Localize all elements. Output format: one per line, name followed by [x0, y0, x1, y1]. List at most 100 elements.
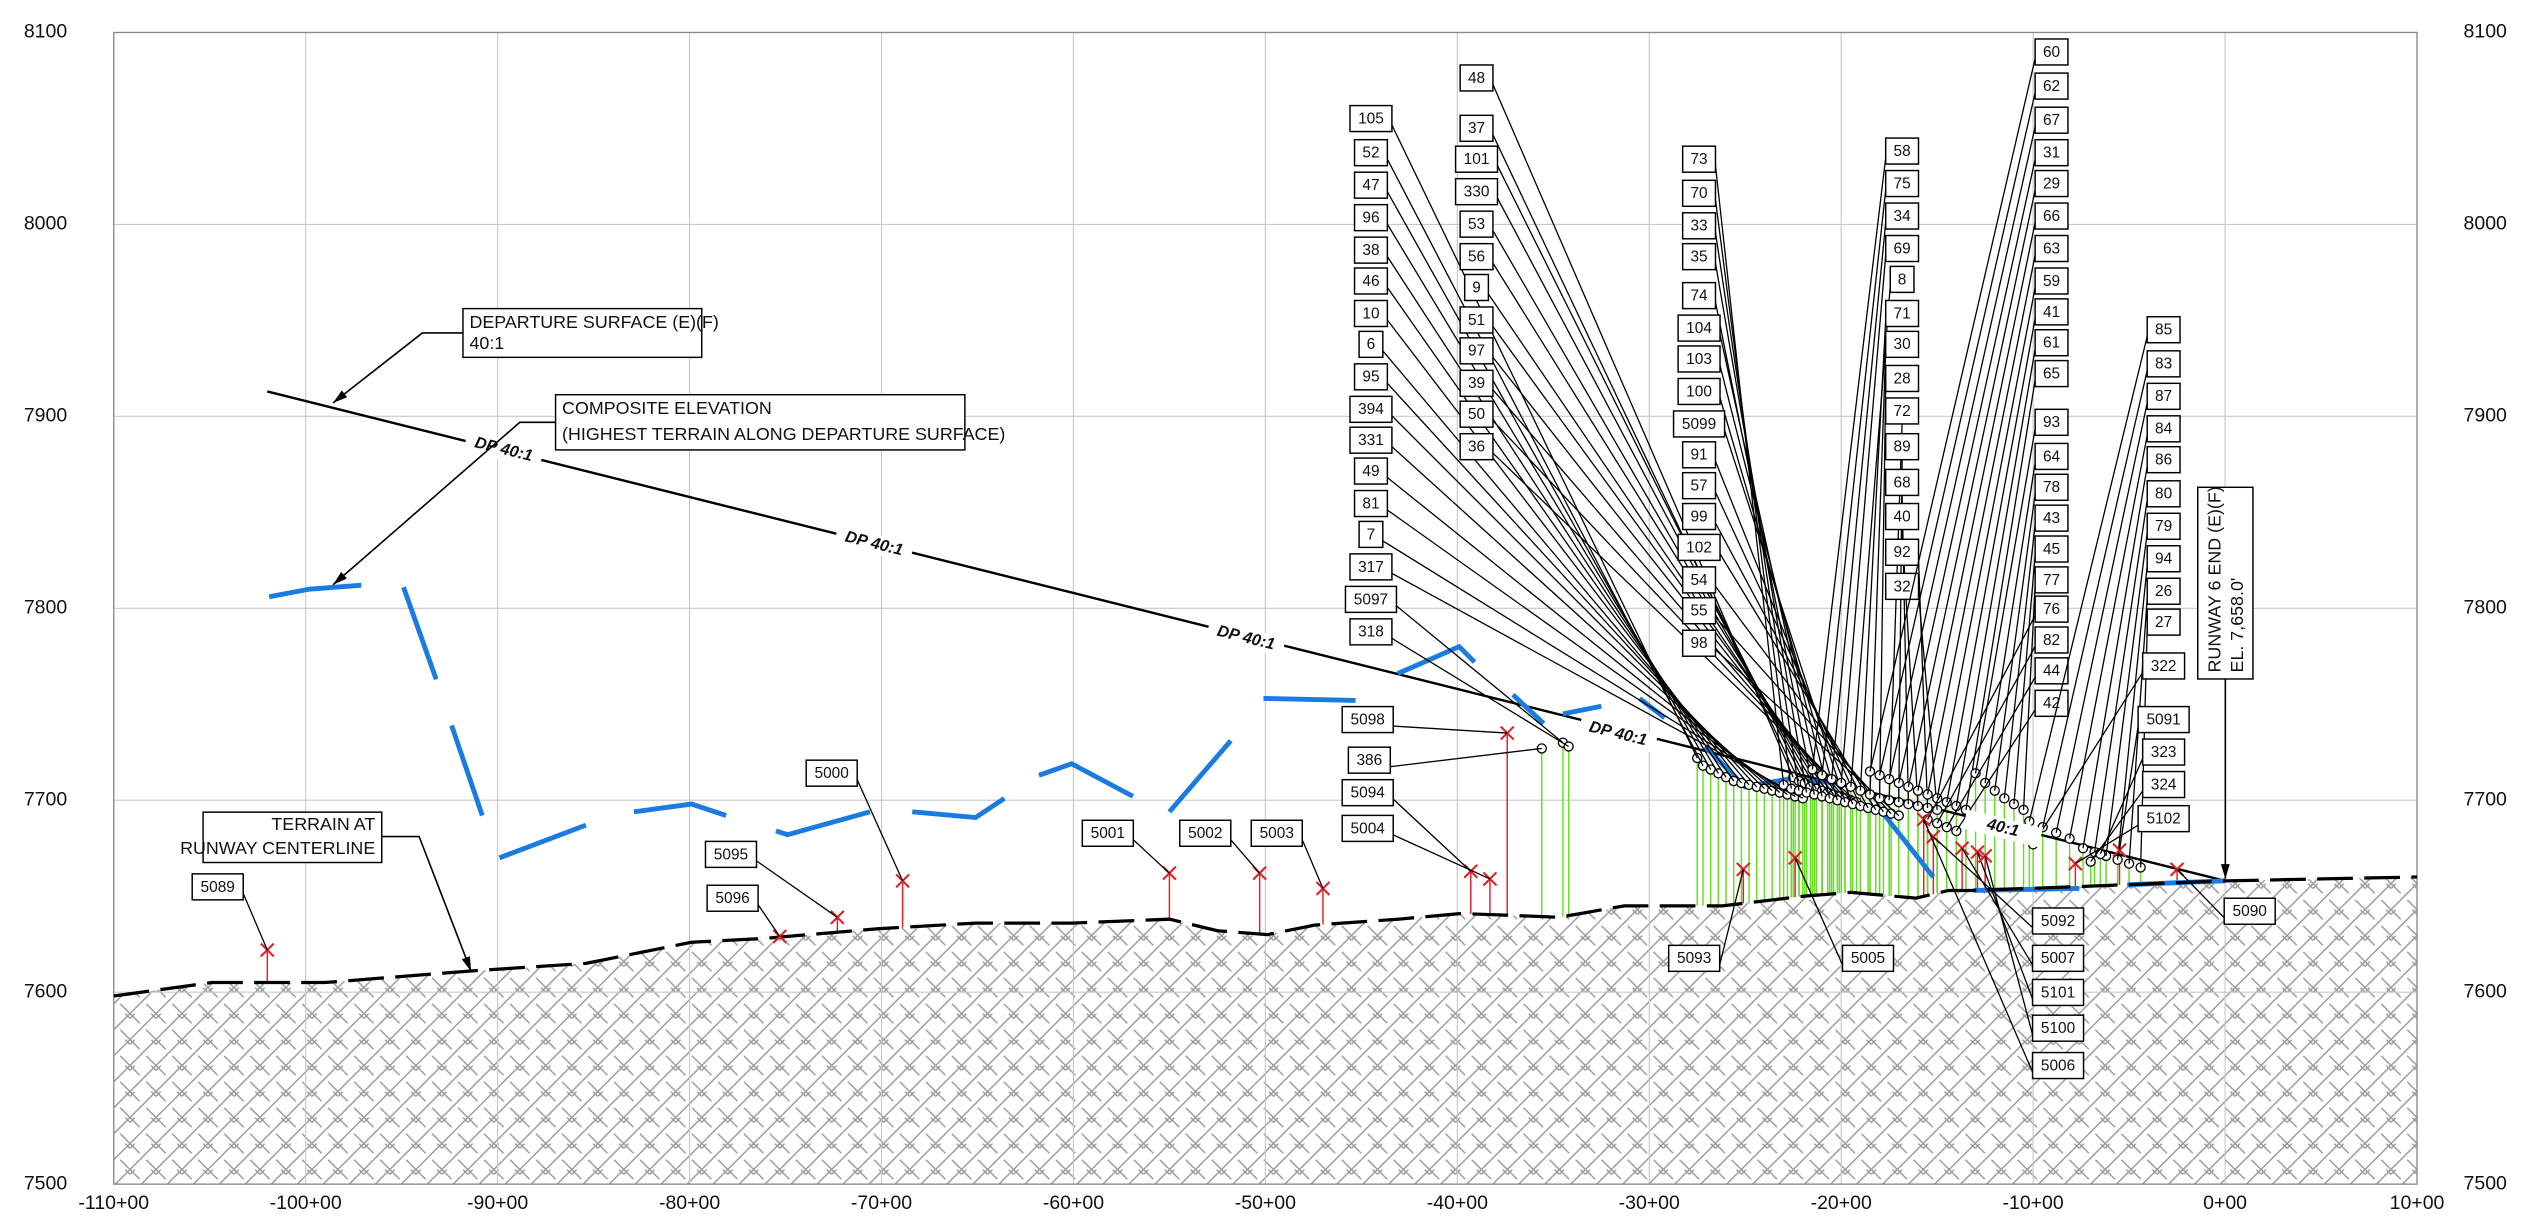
obstacle-label: 68	[1894, 474, 1911, 491]
label-box	[1353, 236, 1389, 264]
label-box	[2223, 897, 2276, 925]
obstacle-marker	[1864, 766, 1876, 777]
obstacle-label: 61	[2043, 335, 2060, 352]
label-box	[1459, 114, 1494, 143]
x-tick-label: -90+00	[467, 1192, 528, 1214]
obstacle-label: 5090	[2233, 903, 2267, 920]
obstacle-label: 5098	[1351, 711, 1385, 728]
label-box	[1341, 814, 1394, 843]
leader-line	[1869, 58, 2036, 772]
obstacle-label: 66	[2043, 208, 2060, 225]
obstacle-label: 27	[2155, 614, 2172, 631]
obstacle-marker	[2112, 842, 2127, 858]
callout-text: DEPARTURE SURFACE (E)(F)	[469, 312, 718, 332]
label-box	[1681, 242, 1717, 271]
leader-line	[1811, 157, 1887, 770]
obstacle-label: 38	[1362, 242, 1379, 259]
leader-line	[1984, 462, 2036, 784]
obstacle-label: 5097	[1354, 591, 1388, 608]
label-box	[1459, 400, 1494, 428]
obstacle-label: 7	[1367, 526, 1376, 543]
obstacle-label: 324	[2151, 776, 2177, 793]
obstacle-label: 29	[2043, 175, 2060, 192]
leader-line	[2013, 555, 2036, 805]
leader-line	[2075, 824, 2139, 865]
callout-text: EL. 7,658.0'	[2227, 578, 2247, 673]
obstacle-label: 58	[1894, 143, 1911, 160]
obstacle-label: 96	[1362, 210, 1379, 227]
obstacle-label: 71	[1894, 305, 1911, 322]
obstacle-label: 32	[1894, 578, 1911, 595]
obstacle-label: 8	[1898, 271, 1907, 288]
leader-line	[1492, 452, 1857, 803]
label-box	[1463, 273, 1490, 302]
obstacle-marker	[1883, 773, 1895, 785]
label-box	[1353, 363, 1389, 391]
label-box	[1884, 502, 1920, 531]
label-box	[1341, 778, 1394, 807]
leader-line	[2090, 790, 2144, 863]
leader-line	[1492, 389, 1846, 799]
callout-text: (HIGHEST TERRAIN ALONG DEPARTURE SURFACE…	[562, 424, 1005, 444]
obstacle-label: 105	[1358, 110, 1384, 127]
label-box	[1250, 819, 1303, 847]
dp-label: DP 40:1	[1587, 718, 1649, 750]
obstacle-label: 35	[1690, 249, 1707, 266]
obstacle-label: 82	[2043, 632, 2060, 649]
obstacle-label: 53	[1468, 216, 1485, 233]
leader-line	[1390, 747, 1542, 768]
obstacle-label: 79	[2155, 518, 2172, 535]
label-box	[1884, 299, 1920, 328]
obstacle-label: 95	[1362, 369, 1379, 386]
label-box	[2034, 566, 2069, 594]
obstacle-label: 36	[1468, 439, 1485, 456]
label-box	[2141, 652, 2186, 680]
obstacle-label: 75	[1894, 175, 1911, 192]
x-tick-label: -10+00	[2003, 1192, 2064, 1214]
obstacle-label: 69	[1894, 240, 1911, 257]
obstacle-label: 83	[2155, 356, 2172, 373]
label-box	[1459, 64, 1494, 92]
obstacle-label: 77	[2043, 572, 2060, 589]
callout-text: TERRAIN AT	[271, 814, 375, 834]
y-tick-label-right: 8000	[2464, 213, 2508, 235]
label-box	[1889, 265, 1915, 294]
obstacle-label: 5007	[2041, 950, 2075, 967]
label-box	[2137, 804, 2190, 833]
leader-line	[1936, 287, 2036, 799]
x-tick-label: -60+00	[1043, 1192, 1104, 1214]
leader-line	[1382, 540, 1796, 797]
obstacle-label: 99	[1690, 508, 1707, 525]
obstacle-label: 386	[1356, 752, 1382, 769]
obstacle-label: 102	[1686, 539, 1712, 556]
label-box	[1081, 819, 1135, 847]
dp-label-bg	[1962, 809, 2043, 848]
label-box	[1353, 138, 1389, 167]
x-mark	[895, 873, 910, 889]
obstacle-label: 93	[2043, 414, 2060, 431]
label-box	[1349, 426, 1393, 454]
obstacle-label: 39	[1468, 375, 1485, 392]
obstacle-label: 5099	[1682, 416, 1716, 433]
leader-line	[1391, 572, 1804, 799]
label-box	[704, 840, 758, 869]
y-tick-label: 7700	[24, 788, 68, 810]
obstacle-marker	[1941, 821, 1952, 833]
label-box	[2146, 480, 2181, 508]
label-box	[2034, 38, 2069, 66]
y-tick-label-right: 8100	[2464, 21, 2508, 43]
label-box	[1681, 281, 1717, 310]
obstacle-label: 98	[1690, 635, 1707, 652]
label-box	[2146, 415, 2181, 443]
obstacle-label: 67	[2043, 112, 2060, 129]
label-box	[2034, 72, 2069, 100]
callout-box	[202, 811, 383, 864]
obstacle-label: 10	[1362, 305, 1379, 322]
label-box	[2146, 316, 2181, 344]
obstacle-label: 5089	[201, 879, 235, 896]
obstacle-label: 54	[1690, 572, 1708, 589]
label-box	[2034, 298, 2069, 326]
x-tick-label: -20+00	[1811, 1192, 1872, 1214]
obstacle-label: 91	[1690, 447, 1707, 464]
obstacle-label: 45	[2043, 541, 2060, 558]
